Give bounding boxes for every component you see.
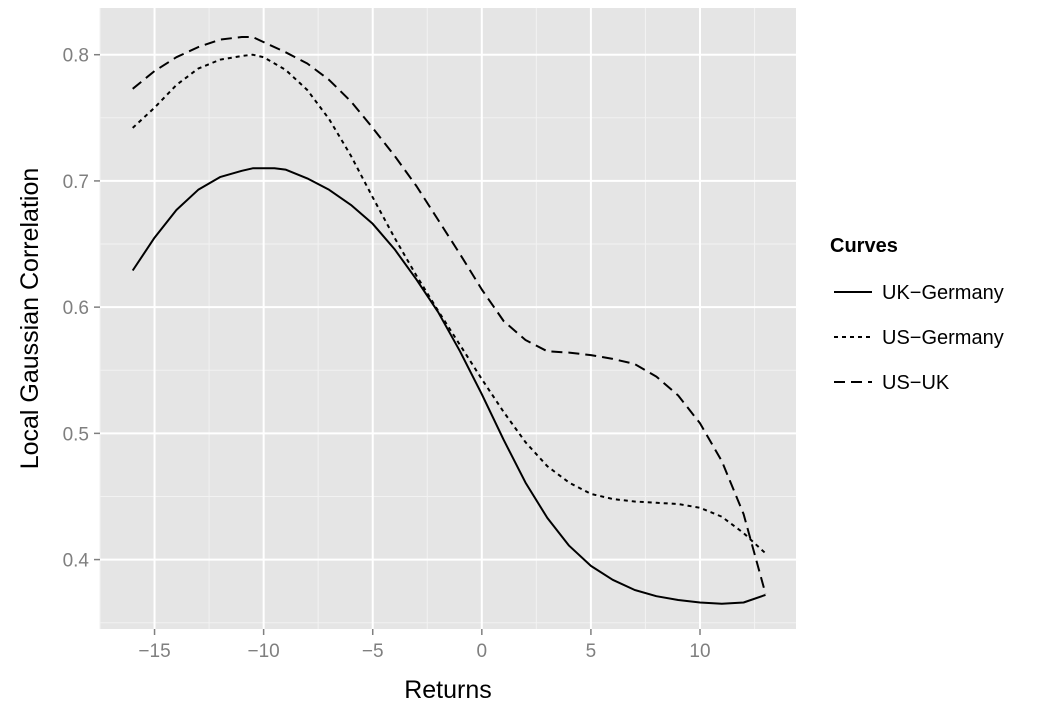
x-tick-label: −10 [248, 641, 280, 662]
x-axis-title: Returns [404, 676, 492, 704]
major-gridlines [100, 8, 796, 629]
plot-panel [100, 8, 796, 629]
legend: Curves UK−Germany US−Germany US−UK [830, 235, 1004, 394]
legend-label: US−Germany [882, 327, 1004, 349]
minor-gridlines [99, 8, 796, 629]
series-line [132, 53, 767, 555]
y-tick-label: 0.6 [63, 298, 89, 319]
x-axis: −15 −10 −5 0 5 10 [138, 629, 711, 662]
y-tick-label: 0.4 [63, 551, 90, 572]
legend-title: Curves [830, 235, 898, 257]
series-line [132, 36, 767, 594]
legend-label: US−UK [882, 372, 950, 394]
y-axis-title: Local Gaussian Correlation [16, 168, 44, 470]
x-tick-label: −5 [362, 641, 384, 662]
y-tick-label: 0.8 [63, 46, 89, 67]
y-axis: 0.4 0.5 0.6 0.7 0.8 [63, 46, 100, 572]
x-tick-label: 0 [477, 641, 488, 662]
y-tick-label: 0.5 [63, 424, 89, 445]
x-tick-label: 5 [586, 641, 597, 662]
legend-items: UK−Germany US−Germany US−UK [834, 282, 1004, 394]
series-lines [131, 36, 767, 605]
y-tick-label: 0.7 [63, 172, 89, 193]
x-tick-label: 10 [689, 641, 710, 662]
x-tick-label: −15 [138, 641, 170, 662]
legend-label: UK−Germany [882, 282, 1004, 304]
series-line [131, 167, 766, 605]
